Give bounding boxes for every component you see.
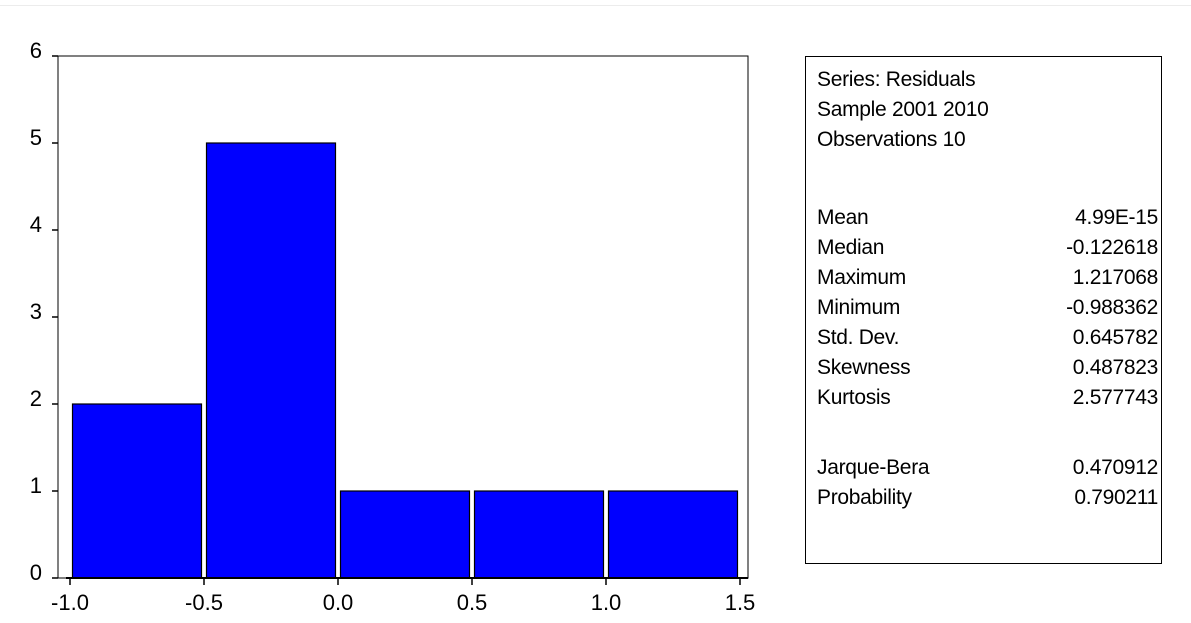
stat-label: Kurtosis bbox=[817, 386, 891, 409]
sample-range: Sample 2001 2010 bbox=[817, 98, 989, 121]
stat-value: -0.122618 bbox=[1066, 236, 1158, 259]
y-tick-label: 6 bbox=[30, 38, 42, 63]
stat-row-std-dev: Std. Dev. 0.645782 bbox=[817, 323, 1158, 353]
stat-value: 0.645782 bbox=[1072, 326, 1159, 349]
histogram-bar bbox=[607, 490, 739, 579]
x-tick-label: 1.0 bbox=[591, 590, 622, 615]
histogram-chart: -1.0 -0.5 0.0 0.5 1.0 1.5 0 1 2 3 4 5 6 bbox=[30, 38, 756, 615]
x-tick-label: 0.5 bbox=[457, 590, 488, 615]
stat-row-mean: Mean 4.99E-15 bbox=[817, 203, 1158, 233]
stat-value: 4.99E-15 bbox=[1075, 206, 1158, 229]
stat-value: 2.577743 bbox=[1072, 386, 1159, 409]
stat-label: Std. Dev. bbox=[817, 326, 900, 349]
histogram-bar bbox=[339, 490, 471, 579]
x-tick-label: 0.0 bbox=[323, 590, 354, 615]
histogram-bars bbox=[71, 142, 739, 579]
stat-row-probability: Probability 0.790211 bbox=[817, 483, 1158, 513]
y-tick-label: 2 bbox=[30, 386, 42, 411]
stat-row-skewness: Skewness 0.487823 bbox=[817, 353, 1158, 383]
stat-row-kurtosis: Kurtosis 2.577743 bbox=[817, 383, 1158, 413]
stat-label: Minimum bbox=[817, 296, 901, 319]
stat-value: 0.487823 bbox=[1072, 356, 1159, 379]
stat-value: 0.790211 bbox=[1074, 486, 1158, 509]
y-tick-label: 3 bbox=[30, 299, 42, 324]
x-tick-label: -1.0 bbox=[51, 590, 89, 615]
stat-label: Maximum bbox=[817, 266, 906, 289]
series-name: Series: Residuals bbox=[817, 68, 976, 91]
stat-row-jarque-bera: Jarque-Bera 0.470912 bbox=[817, 453, 1158, 483]
stat-value: 0.470912 bbox=[1072, 456, 1159, 479]
histogram-bar bbox=[205, 142, 337, 579]
histogram-bar bbox=[473, 490, 605, 579]
stat-label: Skewness bbox=[817, 356, 911, 379]
y-tick-label: 0 bbox=[30, 560, 42, 585]
stat-label: Median bbox=[817, 236, 885, 259]
statistics-panel: Series: Residuals Sample 2001 2010 Obser… bbox=[805, 56, 1162, 564]
x-tick-label: -0.5 bbox=[185, 590, 223, 615]
stat-row-median: Median -0.122618 bbox=[817, 233, 1158, 263]
stats-header: Series: Residuals Sample 2001 2010 Obser… bbox=[817, 65, 989, 155]
axes: -1.0 -0.5 0.0 0.5 1.0 1.5 0 1 2 3 4 5 6 bbox=[30, 38, 756, 615]
y-tick-label: 5 bbox=[30, 125, 42, 150]
y-tick-label: 1 bbox=[30, 473, 42, 498]
stat-row-maximum: Maximum 1.217068 bbox=[817, 263, 1158, 293]
stat-label: Jarque-Bera bbox=[817, 456, 930, 479]
histogram-bar bbox=[71, 403, 203, 579]
y-tick-label: 4 bbox=[30, 212, 42, 237]
top-divider bbox=[0, 0, 1191, 6]
stat-value: 1.217068 bbox=[1072, 266, 1159, 289]
stat-value: -0.988362 bbox=[1066, 296, 1158, 319]
observations-count: Observations 10 bbox=[817, 128, 966, 151]
stat-label: Probability bbox=[817, 486, 912, 509]
stat-row-minimum: Minimum -0.988362 bbox=[817, 293, 1158, 323]
x-tick-label: 1.5 bbox=[725, 590, 756, 615]
stat-label: Mean bbox=[817, 206, 869, 229]
